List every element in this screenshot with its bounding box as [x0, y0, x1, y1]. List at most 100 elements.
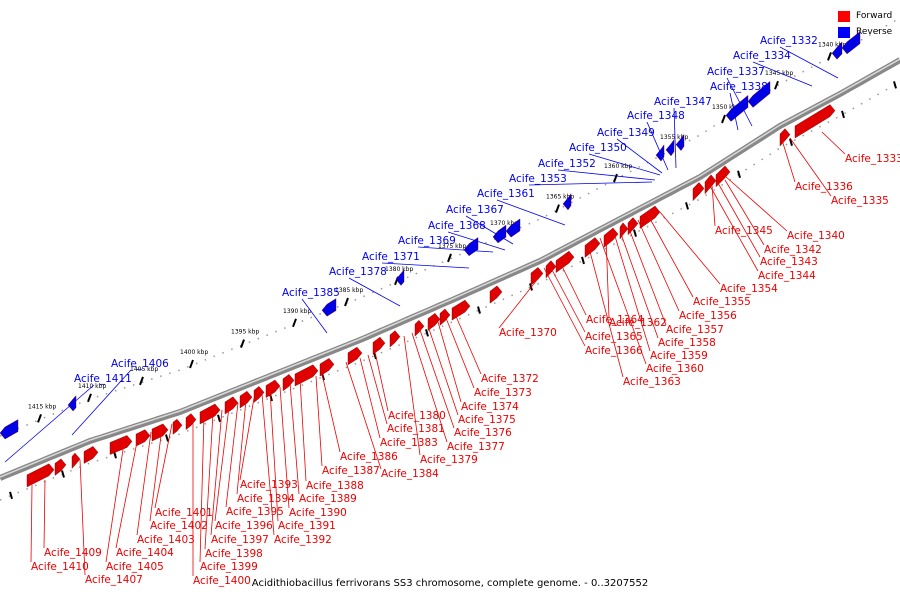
reverse-gene-arrow — [492, 224, 507, 244]
kbp-tick — [774, 80, 779, 90]
leader-line — [79, 459, 86, 576]
reverse-gene-arrow — [463, 237, 479, 257]
leader-line — [588, 153, 661, 176]
kbp-tick — [344, 297, 349, 307]
kbp-label: 1340 kbp — [818, 41, 846, 48]
leader-line — [261, 393, 275, 536]
fwd-tick — [789, 138, 793, 146]
forward-gene-label: Acife_1362 — [609, 317, 667, 329]
leader-line — [374, 351, 389, 412]
kbp-tick — [721, 114, 726, 124]
fwd-tick — [893, 81, 897, 89]
leader-line — [627, 225, 667, 326]
leader-line — [348, 277, 401, 307]
forward-gene-label: Acife_1405 — [106, 561, 164, 573]
forward-gene-arrow — [347, 346, 363, 366]
reverse-gene-arrow — [562, 193, 572, 211]
leader-line — [616, 138, 663, 174]
forward-gene-label: Acife_1400 — [193, 575, 251, 587]
forward-gene-label: Acife_1392 — [274, 534, 332, 546]
forward-gene-label: Acife_1393 — [240, 479, 298, 491]
forward-gene-label: Acife_1377 — [447, 441, 505, 453]
reverse-gene-arrow — [665, 139, 675, 157]
kbp-label: 1350 kbp — [712, 104, 740, 111]
reverse-gene-arrow — [321, 298, 337, 317]
forward-gene-arrow — [26, 463, 55, 488]
forward-gene-label: Acife_1397 — [211, 534, 269, 546]
reverse-swatch — [838, 26, 850, 38]
leader-line — [717, 182, 761, 258]
forward-gene-arrow — [414, 319, 425, 337]
kbp-label: 1355 kbp — [660, 134, 688, 141]
leader-line — [279, 386, 290, 509]
leader-line — [647, 214, 694, 298]
forward-gene-arrow — [489, 285, 503, 304]
kbp-label: 1385 kbp — [335, 287, 363, 294]
leader-line — [619, 230, 659, 339]
forward-gene-arrow — [715, 165, 731, 188]
forward-gene-label: Acife_1398 — [205, 548, 263, 560]
leader-line — [437, 321, 462, 403]
forward-gene-arrow — [135, 429, 151, 447]
forward-gene-label: Acife_1381 — [387, 423, 445, 435]
legend: Forward Reverse — [838, 9, 892, 41]
leader-line — [4, 384, 95, 463]
kbp-label: 1390 kbp — [283, 308, 311, 315]
forward-gene-label: Acife_1333 — [845, 153, 900, 165]
forward-gene-arrow — [282, 374, 295, 392]
genome-caption: Acidithiobacillus ferrivorans SS3 chromo… — [251, 578, 649, 589]
forward-gene-label: Acife_1402 — [150, 520, 208, 532]
forward-gene-arrow — [319, 358, 335, 377]
forward-gene-arrow — [199, 403, 221, 425]
leader-line — [321, 373, 341, 453]
kbp-label: 1375 kbp — [438, 243, 466, 250]
forward-gene-label: Acife_1401 — [155, 507, 213, 519]
forward-gene-arrow — [555, 250, 575, 273]
forward-gene-label: Acife_1376 — [454, 427, 512, 439]
leader-line — [239, 397, 255, 481]
forward-gene-arrow — [185, 413, 197, 431]
leader-line — [613, 232, 651, 352]
leader-line — [359, 357, 381, 439]
leader-line — [724, 175, 788, 232]
kbp-tick — [292, 318, 297, 328]
forward-gene-arrow — [109, 435, 133, 455]
forward-gene-label: Acife_1359 — [650, 350, 708, 362]
leader-line — [709, 185, 759, 272]
fwd-tick — [841, 110, 845, 119]
leader-line — [729, 92, 739, 131]
leader-line — [210, 409, 223, 536]
leader-line — [411, 332, 448, 443]
leader-line — [498, 275, 541, 329]
legend-reverse-label: Reverse — [856, 27, 893, 37]
backbone-highlight — [0, 58, 900, 478]
leader-line — [673, 107, 677, 169]
forward-gene-arrow — [439, 308, 451, 326]
leader-line — [496, 199, 566, 226]
leader-line — [599, 237, 647, 365]
leader-line — [605, 235, 610, 319]
fwd-tick — [425, 329, 429, 337]
leader-line — [646, 121, 669, 171]
chromosome-backbone — [0, 57, 900, 481]
leader-line — [557, 169, 656, 181]
leader-line — [752, 61, 813, 87]
kbp-label: 1365 kbp — [546, 194, 574, 201]
leader-line — [299, 378, 307, 482]
forward-gene-label: Acife_1335 — [831, 195, 889, 207]
leader-line — [345, 361, 382, 470]
reverse-gene-label: Acife_1348 — [627, 110, 685, 122]
forward-gene-arrow — [427, 313, 441, 331]
forward-gene-label: Acife_1383 — [380, 437, 438, 449]
forward-gene-label: Acife_1379 — [420, 454, 478, 466]
forward-gene-arrow — [294, 364, 319, 387]
forward-gene-label: Acife_1386 — [340, 451, 398, 463]
forward-gene-label: Acife_1409 — [44, 547, 102, 559]
kbp-label: 1415 kbp — [28, 403, 56, 410]
legend-forward: Forward — [838, 9, 892, 23]
forward-gene-label: Acife_1355 — [693, 296, 751, 308]
kbp-label: 1405 kbp — [130, 366, 158, 373]
leader-line — [779, 46, 839, 79]
forward-gene-label: Acife_1357 — [666, 324, 724, 336]
forward-gene-label: Acife_1360 — [646, 363, 704, 375]
